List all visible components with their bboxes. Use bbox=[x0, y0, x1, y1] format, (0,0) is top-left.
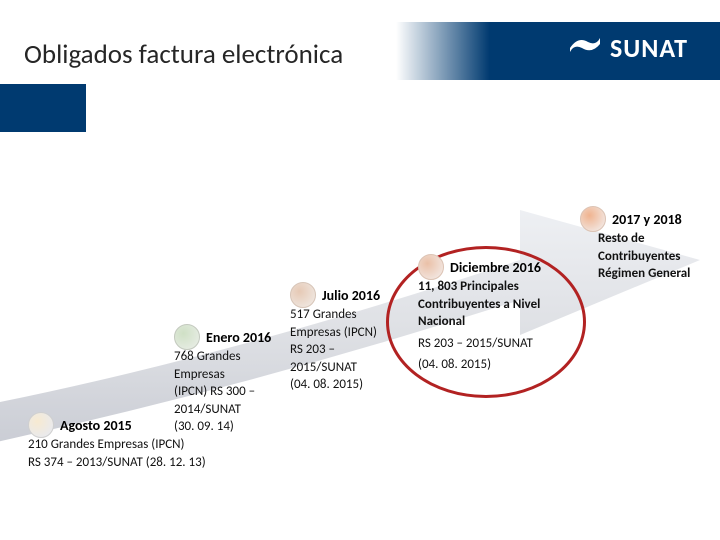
text-line: (04. 08. 2015) bbox=[290, 376, 408, 394]
text-line: 210 Grandes Empresas (IPCN) bbox=[28, 436, 268, 454]
sunat-logo: SUNAT bbox=[568, 30, 688, 65]
text-line: 2015/SUNAT bbox=[290, 359, 408, 377]
text-line: RS 203 – bbox=[290, 341, 408, 359]
text-line: Resto de bbox=[598, 230, 718, 248]
milestone-text-diciembre2016: 11, 803 Principales Contribuyentes a Niv… bbox=[418, 278, 578, 374]
text-line: (30. 09. 14) bbox=[174, 418, 284, 436]
text-line: Contribuyentes bbox=[598, 248, 718, 266]
text-line: 2014/SUNAT bbox=[174, 401, 284, 419]
milestone-bullet-agosto2015: Agosto 2015 bbox=[28, 412, 132, 438]
sunat-icon bbox=[568, 30, 602, 65]
milestone-text-julio2016: 517 Grandes Empresas (IPCN) RS 203 – 201… bbox=[290, 306, 408, 394]
text-line: (IPCN) RS 300 – bbox=[174, 383, 284, 401]
milestone-text-enero2016: 768 Grandes Empresas (IPCN) RS 300 – 201… bbox=[174, 348, 284, 436]
sunat-logo-text: SUNAT bbox=[610, 32, 688, 64]
milestone-bullet-2017y2018: 2017 y 2018 bbox=[580, 206, 682, 232]
bullet-dot-icon bbox=[418, 254, 444, 280]
milestone-title: Diciembre 2016 bbox=[450, 259, 541, 276]
milestone-title: Julio 2016 bbox=[322, 287, 380, 304]
bullet-dot-icon bbox=[174, 324, 200, 350]
text-line: RS 374 – 2013/SUNAT (28. 12. 13) bbox=[28, 454, 268, 472]
text-line: (04. 08. 2015) bbox=[418, 356, 578, 374]
text-line: Empresas (IPCN) bbox=[290, 324, 408, 342]
text-line: RS 203 – 2015/SUNAT bbox=[418, 335, 578, 353]
milestone-title: 2017 y 2018 bbox=[612, 211, 682, 228]
text-line: Empresas bbox=[174, 366, 284, 384]
bullet-dot-icon bbox=[28, 412, 54, 438]
header-tab-stub bbox=[0, 84, 86, 132]
milestone-bullet-diciembre2016: Diciembre 2016 bbox=[418, 254, 541, 280]
bullet-dot-icon bbox=[580, 206, 606, 232]
slide-root: Obligados factura electrónica SUNAT Agos… bbox=[0, 0, 720, 540]
milestone-bullet-enero2016: Enero 2016 bbox=[174, 324, 271, 350]
milestone-text-agosto2015: 210 Grandes Empresas (IPCN) RS 374 – 201… bbox=[28, 436, 268, 471]
milestone-title: Enero 2016 bbox=[206, 329, 271, 346]
milestone-title: Agosto 2015 bbox=[60, 417, 132, 434]
text-line: Contribuyentes a Nivel bbox=[418, 296, 578, 314]
text-line: Nacional bbox=[418, 313, 578, 331]
bullet-dot-icon bbox=[290, 282, 316, 308]
text-line: 11, 803 Principales bbox=[418, 278, 578, 296]
text-line: 517 Grandes bbox=[290, 306, 408, 324]
text-line: Régimen General bbox=[598, 265, 718, 283]
milestone-text-2017y2018: Resto de Contribuyentes Régimen General bbox=[598, 230, 718, 283]
milestone-bullet-julio2016: Julio 2016 bbox=[290, 282, 380, 308]
text-line: 768 Grandes bbox=[174, 348, 284, 366]
